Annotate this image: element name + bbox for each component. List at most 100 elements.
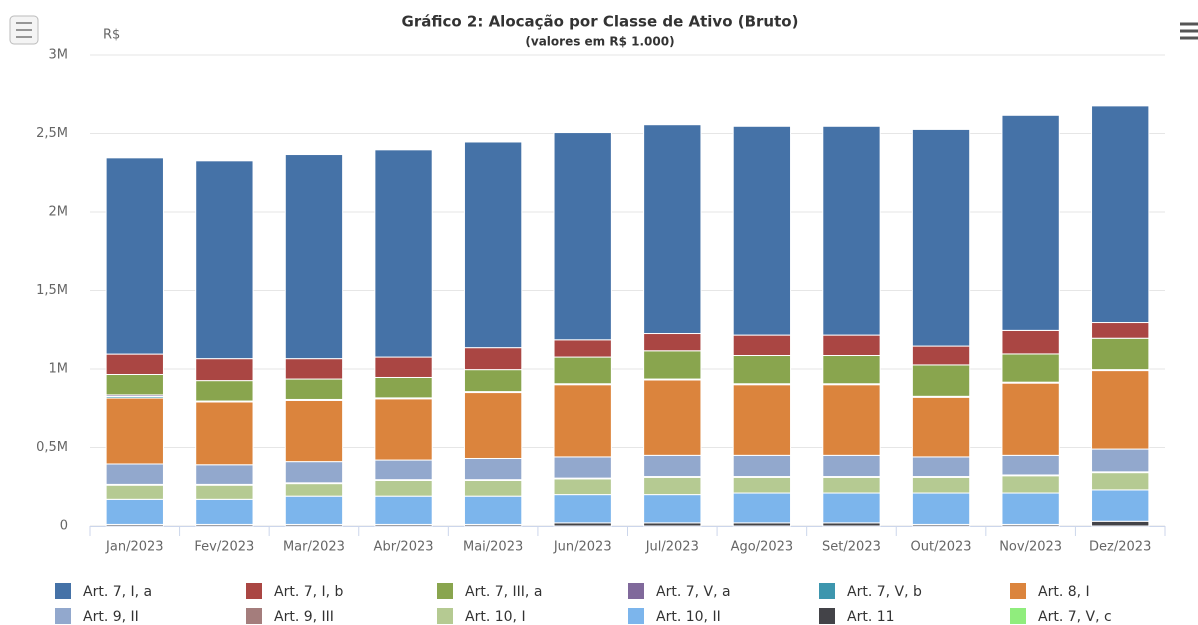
legend-swatch (819, 608, 835, 624)
bar-segment (553, 356, 612, 385)
legend-swatch (246, 583, 262, 599)
bar-segment (374, 376, 433, 399)
bar-segment (1091, 448, 1150, 473)
bar-segment (1091, 520, 1150, 527)
chart-title: Gráfico 2: Alocação por Classe de Ativo … (402, 13, 799, 31)
bar-segment (732, 125, 792, 336)
bar-segment (284, 461, 344, 484)
bar-segment (553, 339, 612, 358)
y-tick-label: 1M (49, 362, 69, 377)
y-axis-title: R$ (103, 28, 120, 43)
bar-segment (553, 384, 612, 458)
bar-segment (105, 463, 164, 485)
menu-button[interactable] (1180, 22, 1198, 40)
x-tick-label: Set/2023 (822, 540, 881, 555)
bar-segment (105, 157, 164, 355)
bar-segment (553, 456, 612, 479)
legend-label: Art. 10, II (656, 609, 721, 625)
bar-segment (463, 141, 523, 349)
bar-segment (374, 398, 433, 461)
legend-label: Art. 9, III (274, 609, 334, 625)
x-tick-label: Jan/2023 (105, 540, 164, 555)
bar-segment (911, 128, 971, 347)
bar-segment (1091, 337, 1150, 371)
legend-label: Art. 10, I (465, 609, 526, 625)
bar-segment (463, 392, 523, 459)
y-tick-label: 1,5M (36, 283, 68, 298)
bar-segment (643, 333, 702, 352)
bar-segment (911, 396, 971, 458)
x-tick-label: Dez/2023 (1089, 540, 1151, 555)
bar-segment (195, 380, 254, 402)
legend-label: Art. 11 (847, 609, 895, 625)
bar-segment (463, 457, 523, 481)
x-tick-label: Fev/2023 (194, 540, 254, 555)
x-tick-label: Mar/2023 (283, 540, 345, 555)
bar-segment (195, 484, 254, 500)
bar-segment (911, 476, 971, 494)
legend-label: Art. 7, III, a (465, 584, 542, 600)
bar-segment (463, 495, 523, 525)
bar-segment (195, 160, 254, 360)
legend-swatch (55, 608, 71, 624)
bar-segment (822, 476, 881, 494)
bar-segment (1001, 353, 1060, 383)
bar-segment (1001, 475, 1060, 494)
legend-swatch (55, 583, 71, 599)
bar-segment (284, 358, 344, 380)
bar-segment (374, 495, 433, 525)
x-tick-label: Mai/2023 (463, 540, 523, 555)
legend-label: Art. 7, I, a (83, 584, 152, 600)
legend-swatch (628, 583, 644, 599)
bar-segment (1091, 322, 1150, 339)
legend-swatch (1010, 608, 1026, 624)
bar-segment (1091, 105, 1150, 324)
y-tick-label: 2,5M (36, 126, 68, 141)
bar-segment (553, 132, 612, 341)
legend-label: Art. 7, I, b (274, 584, 344, 600)
x-tick-label: Ago/2023 (731, 540, 794, 555)
bar-segment (1001, 492, 1060, 525)
bar-segment (463, 369, 523, 393)
bar-segment (463, 347, 523, 371)
bar-segment (732, 384, 792, 456)
bar-segment (643, 454, 702, 478)
bar-segment (732, 454, 792, 478)
bar-segment (732, 492, 792, 524)
x-tick-label: Jun/2023 (553, 540, 612, 555)
bar-segment (284, 378, 344, 400)
bar-segment (911, 492, 971, 525)
bar-segment (911, 345, 971, 366)
chart-subtitle: (valores em R$ 1.000) (525, 35, 674, 49)
legend-toggle-icon (16, 22, 32, 38)
legend-label: Art. 7, V, b (847, 584, 922, 600)
bar-segment (643, 476, 702, 496)
bar-segment (1001, 382, 1060, 456)
bar-segment (374, 479, 433, 497)
bar-segment (1091, 370, 1150, 450)
bar-segment (284, 154, 344, 360)
bar-segment (1001, 329, 1060, 355)
legend-swatch (628, 608, 644, 624)
bar-segment (195, 401, 254, 466)
legend-swatch (1010, 583, 1026, 599)
bar-segment (553, 494, 612, 524)
legend-label: Art. 7, V, c (1038, 609, 1112, 625)
bar-segment (105, 353, 164, 375)
bar-segment (1091, 472, 1150, 491)
bar-segment (643, 494, 702, 524)
bar-segment (822, 125, 881, 336)
bar-segment (1001, 454, 1060, 476)
bar-segment (822, 492, 881, 524)
x-tick-label: Nov/2023 (999, 540, 1062, 555)
legend-label: Art. 8, I (1038, 584, 1090, 600)
y-tick-label: 2M (49, 205, 69, 220)
bar-segment (643, 124, 702, 335)
bar-segment (195, 464, 254, 485)
bar-segment (463, 479, 523, 497)
bar-segment (105, 498, 164, 525)
bar-segment (374, 459, 433, 481)
legend-swatch (437, 608, 453, 624)
legend-label: Art. 7, V, a (656, 584, 731, 600)
